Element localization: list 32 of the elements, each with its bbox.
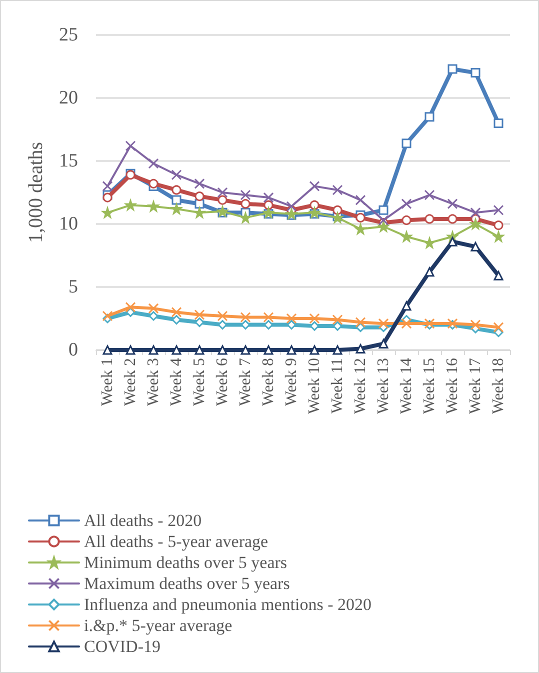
x-tick-label: Week 1 — [99, 358, 116, 406]
x-tick-label: Week 18 — [490, 358, 507, 414]
y-tick-label: 20 — [59, 88, 78, 108]
legend-label: All deaths - 5-year average — [84, 532, 268, 551]
y-tick-label: 15 — [59, 150, 78, 172]
x-tick-label: Week 9 — [283, 358, 300, 406]
x-tick-label: Week 12 — [352, 358, 369, 414]
x-tick-label: Week 13 — [375, 358, 392, 414]
x-tick-label: Week 16 — [444, 358, 461, 414]
x-tick-label: Week 17 — [467, 358, 484, 414]
x-tick-label: Week 8 — [260, 358, 277, 406]
legend-label: COVID-19 — [84, 637, 160, 656]
x-tick-label: Week 4 — [168, 358, 185, 406]
legend-label: All deaths - 2020 — [84, 511, 202, 530]
y-tick-label: 5 — [68, 276, 78, 298]
x-tick-label: Week 3 — [145, 358, 162, 406]
x-tick-label: Week 11 — [329, 358, 346, 414]
legend-label: Minimum deaths over 5 years — [84, 553, 288, 572]
x-tick-label: Week 6 — [214, 358, 231, 406]
x-tick-label: Week 14 — [398, 358, 415, 414]
x-tick-label: Week 15 — [421, 358, 438, 414]
y-tick-label: 25 — [59, 24, 78, 46]
legend-label: i.&p.* 5-year average — [84, 616, 232, 635]
y-tick-label: 0 — [68, 340, 78, 360]
y-axis-title: 1,000 deaths — [25, 142, 47, 244]
x-tick-label: Week 5 — [191, 358, 208, 406]
legend-label: Maximum deaths over 5 years — [84, 574, 290, 593]
legend-label: Influenza and pneumonia mentions - 2020 — [84, 595, 372, 614]
x-tick-label: Week 10 — [306, 358, 323, 414]
y-tick-label: 10 — [59, 214, 78, 234]
x-tick-label: Week 7 — [237, 358, 254, 406]
x-tick-label: Week 2 — [122, 358, 139, 406]
